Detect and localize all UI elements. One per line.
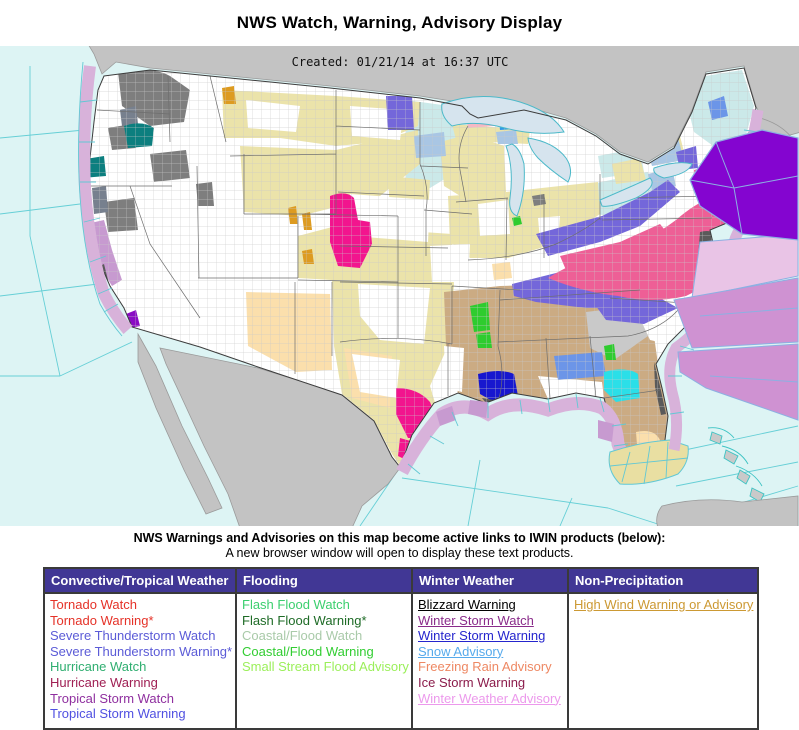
florida-keys-marine-zone[interactable] (608, 439, 689, 485)
legend-item-tornado-warning: Tornado Warning* (50, 612, 154, 628)
mexico (137, 332, 401, 526)
pacific-marine-zone-lines (0, 66, 133, 377)
great-lakes (441, 95, 693, 217)
legend-link-high-wind-warning-advisory[interactable]: High Wind Warning or Advisory (574, 597, 754, 612)
legend-link-blizzard-warning[interactable]: Blizzard Warning (418, 597, 516, 612)
legend-item-tornado-watch: Tornado Watch (50, 597, 137, 612)
page-title: NWS Watch, Warning, Advisory Display (236, 13, 563, 32)
offshore-orchid-zones[interactable] (673, 277, 799, 421)
bahamas-islands (707, 427, 765, 503)
hazard-legend-table: Convective/Tropical Weather Flooding Win… (43, 567, 759, 730)
legend-item-hurricane-watch: Hurricane Watch (50, 659, 147, 675)
legend-header-row: Convective/Tropical Weather Flooding Win… (43, 567, 759, 594)
state-borders (82, 75, 717, 403)
legend-link-winter-storm-warning[interactable]: Winter Storm Warning (418, 628, 546, 644)
legend-item-hurricane-warning: Hurricane Warning (50, 674, 158, 690)
us-hazards-map[interactable]: Created: 01/21/14 at 16:37 UTC (0, 46, 799, 526)
legend-item-severe-thunderstorm-watch: Severe Thunderstorm Watch (50, 628, 216, 644)
map-created-timestamp: Created: 01/21/14 at 16:37 UTC (292, 55, 509, 69)
legend-link-winter-storm-watch[interactable]: Winter Storm Watch (418, 612, 534, 628)
map-caption: NWS Warnings and Advisories on this map … (0, 531, 799, 561)
column-header-convective: Convective/Tropical Weather (43, 567, 237, 594)
legend-link-snow-advisory[interactable]: Snow Advisory (418, 643, 504, 659)
gulf-coast-marine-band[interactable] (396, 393, 631, 476)
offshore-purple-warning-zone[interactable] (689, 129, 799, 241)
convective-cell: Tornado Watch Tornado Warning* Severe Th… (43, 592, 237, 730)
winter-cell: Blizzard Warning Winter Storm Watch Wint… (411, 592, 569, 730)
legend-item-small-stream-flood-advisory: Small Stream Flood Advisory (242, 659, 409, 675)
legend-item-severe-thunderstorm-warning: Severe Thunderstorm Warning* (50, 643, 233, 659)
legend-item-flash-flood-watch: Flash Flood Watch (242, 597, 350, 612)
legend-item-tropical-storm-watch: Tropical Storm Watch (50, 690, 175, 706)
legend-item-ice-storm-warning: Ice Storm Warning (418, 674, 526, 690)
column-header-flooding: Flooding (235, 567, 413, 594)
column-header-winter: Winter Weather (411, 567, 569, 594)
flooding-cell: Flash Flood Watch Flash Flood Warning* C… (235, 592, 413, 730)
legend-link-winter-weather-advisory[interactable]: Winter Weather Advisory (418, 690, 561, 706)
legend-item-flash-flood-warning: Flash Flood Warning* (242, 612, 367, 628)
caption-line-1: NWS Warnings and Advisories on this map … (133, 531, 666, 545)
west-coast-marine-band[interactable] (78, 61, 133, 337)
legend-body-row: Tornado Watch Tornado Warning* Severe Th… (43, 592, 759, 730)
nonprecip-cell: High Wind Warning or Advisory (567, 592, 759, 730)
legend-item-coastal-flood-warning: Coastal/Flood Warning (242, 643, 374, 659)
caption-line-2: A new browser window will open to displa… (225, 546, 574, 560)
legend-item-freezing-rain-advisory: Freezing Rain Advisory (418, 659, 552, 675)
column-header-nonprecip: Non-Precipitation (567, 567, 759, 594)
cuba (656, 495, 799, 526)
legend-item-coastal-flood-watch: Coastal/Flood Watch (242, 628, 363, 644)
